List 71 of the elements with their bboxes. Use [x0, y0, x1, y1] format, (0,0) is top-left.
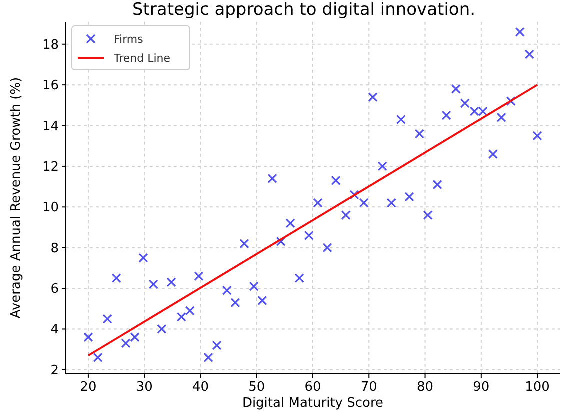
- chart-title: Strategic approach to digital innovation.: [132, 0, 476, 20]
- x-axis-title: Digital Maturity Score: [242, 396, 384, 411]
- x-tick-label: 30: [136, 380, 153, 395]
- y-tick-label: 6: [50, 282, 59, 298]
- point: [185, 306, 195, 316]
- point: [138, 253, 148, 263]
- y-tick-label: 16: [42, 78, 59, 94]
- point: [432, 180, 442, 190]
- y-axis-title: Average Annual Revenue Growth (%): [9, 77, 24, 319]
- x-tick-label: 90: [473, 380, 490, 395]
- point: [258, 296, 268, 306]
- point: [532, 131, 542, 141]
- y-tick-label: 4: [50, 322, 59, 338]
- point: [276, 236, 286, 247]
- y-tick-label: 10: [42, 200, 59, 216]
- point: [368, 92, 378, 102]
- point: [130, 332, 140, 342]
- point: [148, 280, 158, 290]
- point: [112, 274, 122, 284]
- point: [286, 218, 296, 228]
- point: [378, 162, 388, 172]
- point: [460, 98, 470, 108]
- point: [515, 27, 525, 37]
- x-tick-label: 40: [192, 380, 209, 395]
- x-tick-label: 60: [304, 380, 322, 395]
- point: [331, 176, 341, 186]
- y-tick-label: 18: [42, 38, 59, 53]
- y-tick-label: 12: [42, 160, 59, 175]
- point: [496, 112, 506, 122]
- point: [304, 230, 314, 240]
- point: [414, 129, 424, 139]
- point: [404, 192, 414, 202]
- point: [294, 274, 304, 284]
- legend-label: Trend Line: [113, 52, 171, 65]
- point: [93, 352, 103, 363]
- point: [102, 314, 112, 324]
- point: [341, 210, 351, 220]
- y-tick-label: 8: [50, 241, 59, 256]
- point: [350, 190, 360, 200]
- legend-label: Firms: [114, 33, 144, 46]
- point: [506, 96, 516, 106]
- point: [222, 286, 232, 296]
- point: [212, 340, 222, 350]
- point: [176, 312, 186, 322]
- x-tick-label: 70: [360, 380, 378, 395]
- point: [313, 198, 323, 208]
- x-tick-label: 100: [525, 380, 550, 395]
- point: [157, 324, 167, 334]
- point: [359, 198, 369, 208]
- x-tick-label: 50: [248, 380, 266, 395]
- point: [230, 298, 240, 308]
- y-tick-label: 14: [42, 119, 59, 134]
- point: [488, 149, 498, 160]
- point: [442, 110, 452, 120]
- point: [423, 210, 433, 220]
- point: [240, 238, 250, 249]
- point: [194, 272, 204, 282]
- y-tick-label: 2: [50, 363, 59, 378]
- x-tick-label: 80: [417, 380, 434, 395]
- point: [249, 282, 259, 292]
- point: [121, 338, 131, 348]
- point: [396, 114, 406, 124]
- point: [204, 352, 214, 363]
- point: [322, 243, 332, 253]
- point: [386, 198, 396, 208]
- point: [451, 84, 461, 94]
- point: [84, 332, 94, 342]
- point: [166, 278, 176, 288]
- point: [524, 50, 534, 60]
- x-tick-label: 20: [80, 380, 97, 395]
- point: [268, 174, 278, 184]
